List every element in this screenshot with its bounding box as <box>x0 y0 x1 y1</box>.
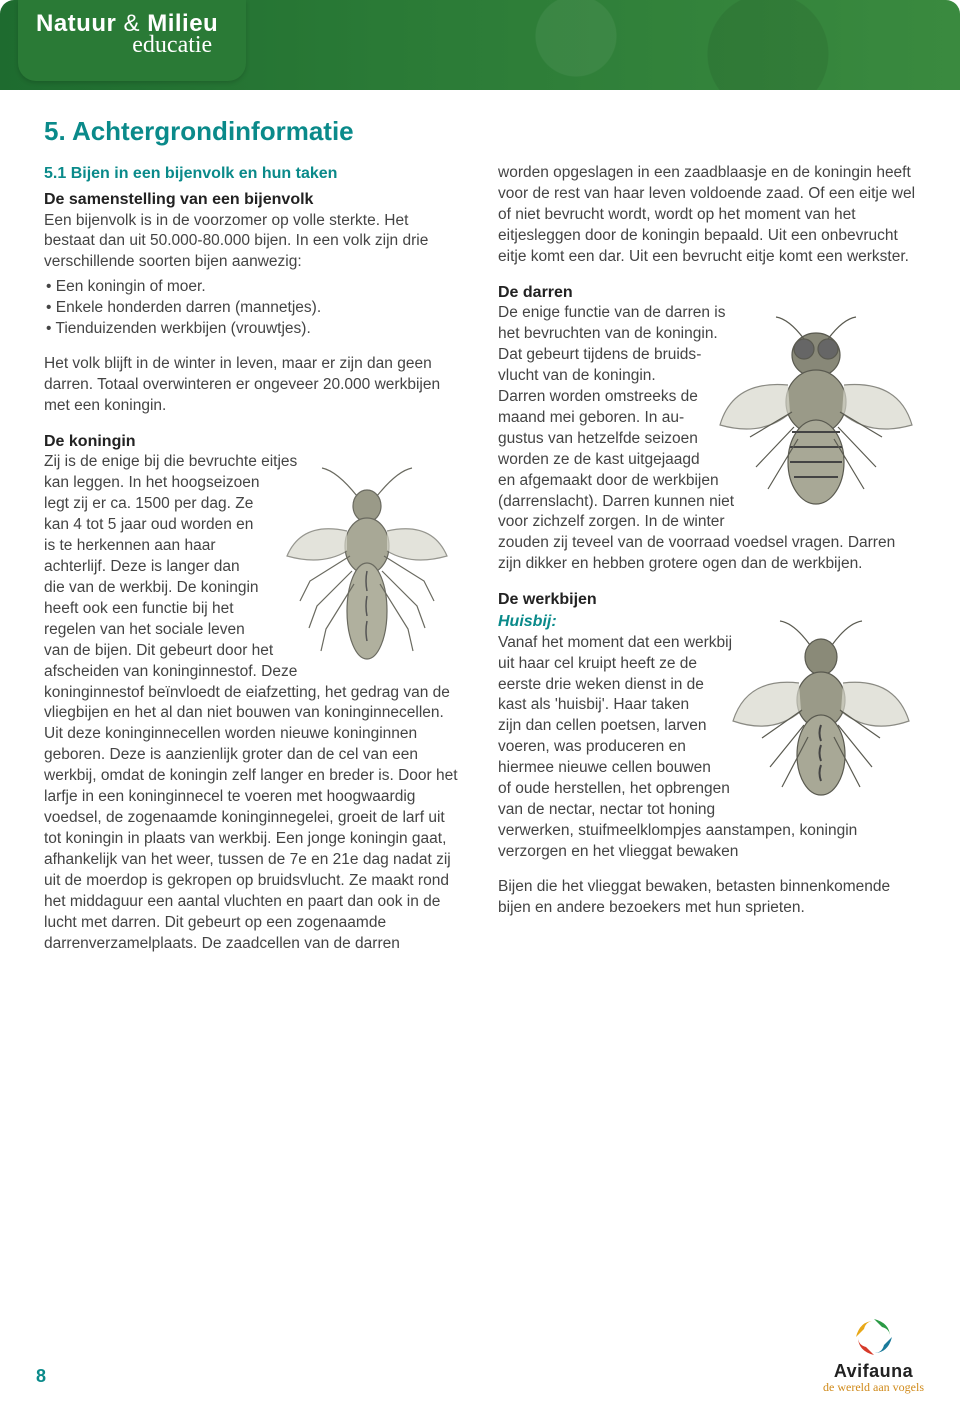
paragraph-heading: De darren <box>498 282 916 304</box>
footer-logo-name: Avifauna <box>823 1361 924 1382</box>
block-continuation: worden opgeslagen in een zaadblaasje en … <box>498 163 916 268</box>
block-vlieggat: Bijen die het vlieggat bewaken, betasten… <box>498 877 916 919</box>
paragraph: worden opgeslagen in een zaadblaasje en … <box>498 163 916 268</box>
block-koningin: De koningin <box>44 431 462 955</box>
paragraph-heading: De koningin <box>44 431 462 453</box>
worker-bee-illustration <box>726 615 916 815</box>
brand-tab: Natuur & Milieu educatie <box>18 0 246 81</box>
page-header: Natuur & Milieu educatie <box>0 0 960 90</box>
list-item: Enkele honderden darren (mannetjes). <box>46 298 462 319</box>
block-werkbijen: De werkbijen Huisbij: <box>498 589 916 863</box>
paragraph: Een bijenvolk is in de voorzomer op voll… <box>44 211 462 274</box>
paragraph-heading: De werkbijen <box>498 589 916 611</box>
avifauna-swirl-icon <box>852 1315 896 1359</box>
list-item: Een koningin of moer. <box>46 277 462 298</box>
block-intro: 5.1 Bijen in een bijenvolk en hun taken … <box>44 163 462 340</box>
page-number: 8 <box>36 1366 46 1387</box>
queen-bee-illustration <box>272 456 462 676</box>
block-darren: De darren <box>498 282 916 576</box>
column-left: 5.1 Bijen in een bijenvolk en hun taken … <box>44 163 462 969</box>
bullet-list: Een koningin of moer. Enkele honderden d… <box>44 277 462 340</box>
brand-word-natuur: Natuur <box>36 10 116 37</box>
section-title: 5. Achtergrondinformatie <box>44 116 916 147</box>
paragraph-subheading: Huisbij: <box>498 613 557 630</box>
paragraph: Het volk blijft in de winter in leven, m… <box>44 354 462 417</box>
drone-bee-illustration <box>716 307 916 517</box>
content-area: 5. Achtergrondinformatie 5.1 Bijen in ee… <box>0 90 960 969</box>
footer-logo: Avifauna de wereld aan vogels <box>823 1315 924 1395</box>
block-winter: Het volk blijft in de winter in leven, m… <box>44 354 462 417</box>
two-column-layout: 5.1 Bijen in een bijenvolk en hun taken … <box>44 163 916 969</box>
paragraph: Bijen die het vlieggat bewaken, betasten… <box>498 877 916 919</box>
list-item: Tienduizenden werkbijen (vrouwtjes). <box>46 319 462 340</box>
paragraph-heading: De samenstelling van een bijenvolk <box>44 189 462 211</box>
footer-logo-tagline: de wereld aan vogels <box>823 1380 924 1395</box>
subsection-heading: 5.1 Bijen in een bijenvolk en hun taken <box>44 165 337 182</box>
column-right: worden opgeslagen in een zaadblaasje en … <box>498 163 916 969</box>
document-page: Natuur & Milieu educatie 5. Achtergrondi… <box>0 0 960 1409</box>
